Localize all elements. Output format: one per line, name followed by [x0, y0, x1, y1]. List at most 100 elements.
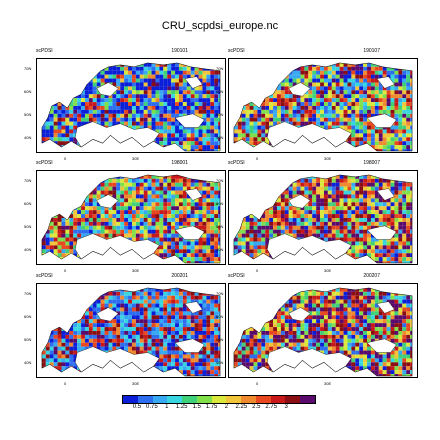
sea-area — [288, 307, 311, 322]
panel-date-label: 200207 — [363, 273, 380, 279]
colorbar-label: 2.75 — [265, 404, 278, 410]
panel-date-label: 200201 — [171, 273, 188, 279]
latitude-tick-label: 60N — [216, 89, 224, 94]
panel-date-label: 190107 — [363, 48, 380, 54]
sea-area — [376, 301, 395, 314]
latitude-tick-label: 70N — [216, 66, 224, 71]
sea-area — [288, 194, 311, 209]
pdsi-map — [36, 58, 226, 153]
sea-area — [184, 188, 203, 201]
latitude-tick-label: 70N — [24, 291, 32, 296]
sea-area — [288, 82, 311, 97]
longitude-tick-label: 30E — [132, 156, 140, 161]
colorbar-label: 3 — [284, 404, 288, 410]
latitude-tick-label: 50N — [24, 224, 32, 229]
longitude-tick-label: 30E — [132, 381, 140, 386]
pdsi-map — [228, 283, 418, 378]
colorbar-swatch — [152, 396, 168, 403]
panel-variable-label: scPDSI — [36, 160, 53, 166]
colorbar-label: 1.25 — [175, 404, 188, 410]
longitude-tick-label: 30E — [324, 381, 332, 386]
panel-variable-label: scPDSI — [228, 273, 245, 279]
colorbar-label: 0.75 — [146, 404, 158, 410]
colorbar-swatch — [211, 396, 227, 403]
pdsi-grid — [41, 287, 221, 377]
sea-area — [366, 225, 397, 240]
latitude-tick-label: 40N — [216, 360, 224, 365]
colorbar-swatch — [182, 396, 197, 403]
pdsi-map — [228, 58, 418, 153]
latitude-tick-label: 40N — [216, 135, 224, 140]
map-panel: scPDSI 190101 70N 60N 50N 40N 0 30E — [24, 48, 226, 161]
latitude-tick-label: 70N — [24, 178, 32, 183]
pdsi-grid — [233, 174, 413, 264]
coastline — [233, 174, 413, 264]
latitude-tick-label: 40N — [24, 360, 32, 365]
panel-date-label: 190101 — [171, 48, 188, 54]
coastline — [41, 62, 221, 152]
colorbar — [122, 395, 316, 404]
latitude-tick-label: 60N — [216, 201, 224, 206]
colorbar-swatch — [255, 396, 271, 403]
sea-area — [366, 113, 397, 128]
longitude-tick-label: 0 — [64, 268, 67, 273]
sea-area — [376, 76, 395, 89]
longitude-tick-label: 0 — [256, 268, 259, 273]
panel-variable-label: scPDSI — [36, 273, 53, 279]
longitude-tick-label: 0 — [256, 381, 259, 386]
longitude-tick-label: 0 — [64, 156, 67, 161]
latitude-tick-label: 50N — [24, 112, 32, 117]
sea-area — [174, 113, 205, 128]
sea-area — [376, 188, 395, 201]
coastline — [41, 287, 221, 377]
sea-area — [96, 307, 119, 322]
colorbar-label: 0.5 — [132, 404, 142, 410]
latitude-tick-label: 50N — [216, 112, 224, 117]
sea-area — [96, 194, 119, 209]
latitude-tick-label: 60N — [24, 89, 32, 94]
figure-title: CRU_scpdsi_europe.nc — [161, 20, 279, 32]
pdsi-grid — [41, 62, 221, 152]
latitude-tick-label: 60N — [24, 314, 32, 319]
pdsi-map — [36, 283, 226, 378]
panel-date-label: 198007 — [363, 160, 380, 166]
panel-variable-label: scPDSI — [36, 48, 53, 54]
map-panel: scPDSI 198001 70N 60N 50N 40N 0 30E — [24, 160, 226, 273]
latitude-tick-label: 70N — [24, 66, 32, 71]
colorbar-label: 2.5 — [252, 404, 261, 410]
map-panel: scPDSI 200201 70N 60N 50N 40N 0 30E — [24, 273, 226, 386]
latitude-tick-label: 60N — [216, 314, 224, 319]
sea-area — [174, 225, 205, 240]
colorbar-swatch — [137, 396, 153, 403]
longitude-tick-label: 30E — [132, 268, 140, 273]
coastline — [233, 287, 413, 377]
longitude-tick-label: 0 — [256, 156, 259, 161]
pdsi-map — [36, 170, 226, 265]
sea-area — [184, 76, 203, 89]
latitude-tick-label: 40N — [24, 247, 32, 252]
colorbar-swatch — [196, 396, 212, 403]
colorbar-label: 1.5 — [192, 404, 201, 410]
colorbar-labels: 0.5 0.75 1 1.25 1.5 1.75 2 2.25 2.5 2.75 3 — [122, 404, 316, 414]
colorbar-swatch — [300, 396, 315, 403]
colorbar-label: 1.75 — [205, 404, 218, 410]
coastline — [233, 62, 413, 152]
panel-date-label: 198001 — [171, 160, 188, 166]
latitude-tick-label: 50N — [216, 224, 224, 229]
map-panel: scPDSI 198007 70N 60N 50N 40N 0 30E — [216, 160, 418, 273]
sea-area — [96, 82, 119, 97]
colorbar-label: 2.25 — [235, 404, 248, 410]
latitude-tick-label: 50N — [216, 337, 224, 342]
coastline — [41, 174, 221, 264]
colorbar-swatch — [226, 396, 242, 403]
latitude-tick-label: 60N — [24, 201, 32, 206]
sea-area — [366, 338, 397, 353]
sea-area — [174, 338, 205, 353]
latitude-tick-label: 40N — [216, 247, 224, 252]
latitude-tick-label: 70N — [216, 178, 224, 183]
latitude-tick-label: 40N — [24, 135, 32, 140]
colorbar-swatch — [123, 396, 138, 403]
pdsi-grid — [233, 62, 413, 152]
pdsi-map — [228, 170, 418, 265]
colorbar-label: 1 — [165, 404, 169, 410]
